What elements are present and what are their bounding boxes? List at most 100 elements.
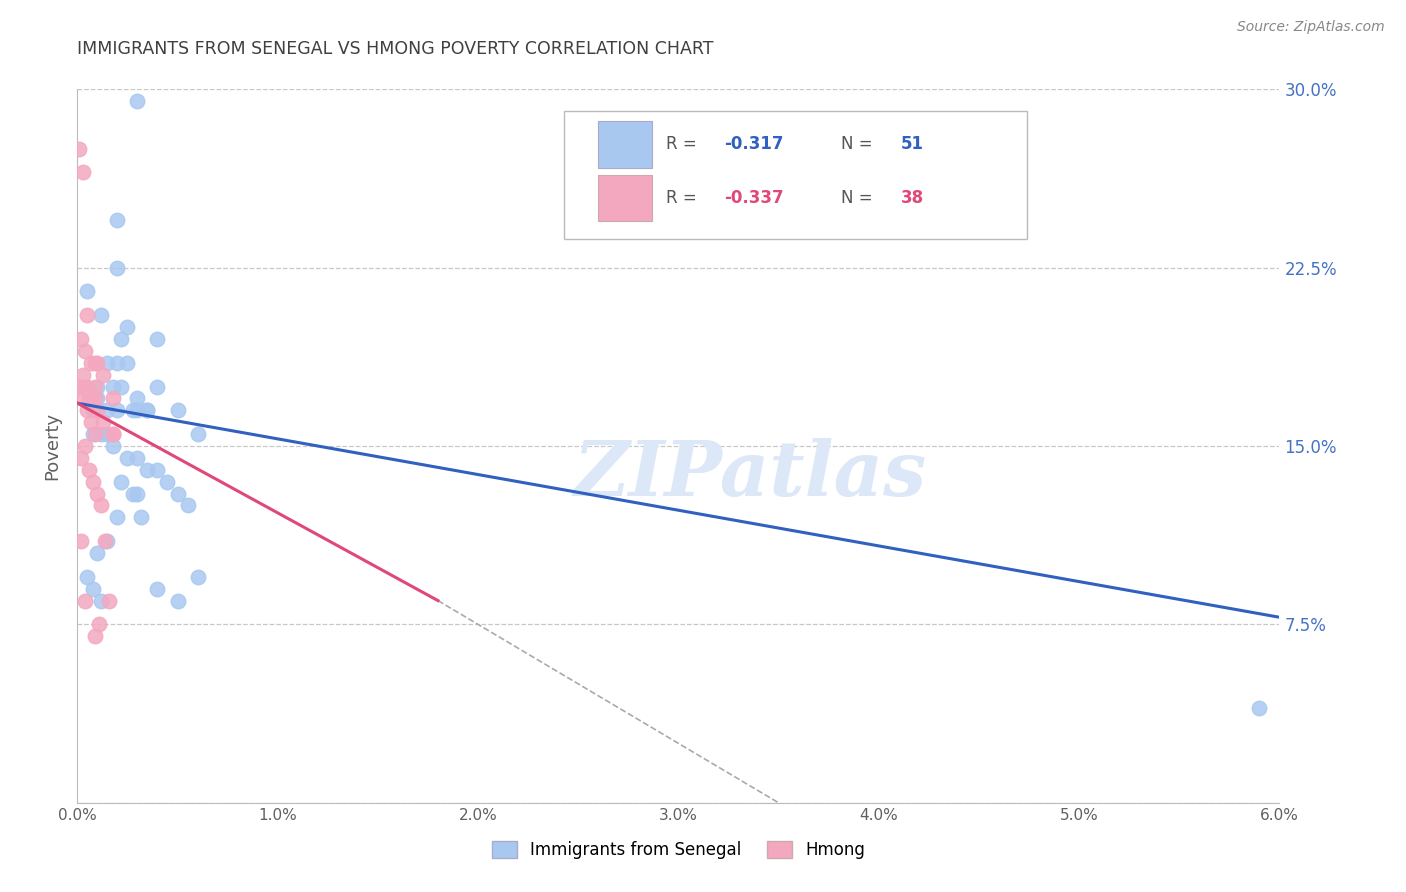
Text: IMMIGRANTS FROM SENEGAL VS HMONG POVERTY CORRELATION CHART: IMMIGRANTS FROM SENEGAL VS HMONG POVERTY… xyxy=(77,40,714,58)
Point xyxy=(76,308,98,322)
Point xyxy=(136,403,159,417)
Point xyxy=(75,439,97,453)
Text: ZIPatlas: ZIPatlas xyxy=(574,438,927,511)
Point xyxy=(90,308,112,322)
Point xyxy=(103,379,125,393)
Point xyxy=(75,379,97,393)
Point xyxy=(76,285,98,299)
Point xyxy=(96,356,118,370)
Point xyxy=(187,570,209,584)
Text: -0.317: -0.317 xyxy=(724,135,783,153)
Point xyxy=(136,403,159,417)
Point xyxy=(70,450,93,465)
Point xyxy=(84,629,107,643)
Point xyxy=(136,463,159,477)
Point xyxy=(117,450,139,465)
Point xyxy=(131,510,153,524)
Point xyxy=(72,368,94,382)
Point xyxy=(67,142,90,156)
Point xyxy=(98,593,121,607)
Point xyxy=(166,403,188,417)
Point xyxy=(127,392,149,406)
Point xyxy=(166,593,188,607)
Point xyxy=(70,332,93,346)
Point xyxy=(187,427,209,442)
Point xyxy=(90,593,112,607)
Point xyxy=(84,356,107,370)
Point xyxy=(86,546,108,560)
Point xyxy=(67,379,90,393)
Point xyxy=(156,475,179,489)
Point xyxy=(146,332,169,346)
Bar xyxy=(598,175,652,221)
Point xyxy=(90,499,112,513)
Point xyxy=(107,510,129,524)
Point xyxy=(79,463,101,477)
Point xyxy=(103,427,125,442)
Point xyxy=(122,486,145,500)
Point xyxy=(84,427,107,442)
Point xyxy=(117,356,139,370)
Point xyxy=(96,427,118,442)
Text: -0.337: -0.337 xyxy=(724,189,783,207)
Point xyxy=(86,392,108,406)
Text: R =: R = xyxy=(666,189,703,207)
Point xyxy=(76,403,98,417)
Point xyxy=(79,392,101,406)
Point xyxy=(72,165,94,179)
Point xyxy=(127,486,149,500)
Point xyxy=(166,486,188,500)
Point xyxy=(122,403,145,417)
Point xyxy=(107,260,129,275)
Point xyxy=(103,439,125,453)
Bar xyxy=(598,121,652,168)
Point xyxy=(146,582,169,596)
Legend: Immigrants from Senegal, Hmong: Immigrants from Senegal, Hmong xyxy=(485,834,872,866)
Point xyxy=(76,379,98,393)
Point xyxy=(86,356,108,370)
Point xyxy=(1249,700,1271,714)
Point xyxy=(90,427,112,442)
Point xyxy=(103,427,125,442)
Point xyxy=(76,570,98,584)
Point xyxy=(107,356,129,370)
Point xyxy=(80,415,103,429)
Point xyxy=(110,332,132,346)
Text: 51: 51 xyxy=(901,135,924,153)
Point xyxy=(117,320,139,334)
Point xyxy=(86,403,108,417)
Point xyxy=(89,617,111,632)
Point xyxy=(86,486,108,500)
Point xyxy=(96,403,118,417)
Point xyxy=(94,534,117,549)
Point xyxy=(72,392,94,406)
Point xyxy=(146,379,169,393)
Point xyxy=(75,593,97,607)
Text: N =: N = xyxy=(841,135,877,153)
Text: Source: ZipAtlas.com: Source: ZipAtlas.com xyxy=(1237,20,1385,34)
Y-axis label: Poverty: Poverty xyxy=(44,412,62,480)
Point xyxy=(96,534,118,549)
Point xyxy=(80,392,103,406)
FancyBboxPatch shape xyxy=(564,111,1026,239)
Point xyxy=(176,499,198,513)
Text: N =: N = xyxy=(841,189,877,207)
Point xyxy=(127,403,149,417)
Point xyxy=(110,379,132,393)
Point xyxy=(75,343,97,358)
Point xyxy=(82,582,104,596)
Point xyxy=(127,450,149,465)
Point xyxy=(82,475,104,489)
Point xyxy=(107,403,129,417)
Point xyxy=(70,534,93,549)
Point xyxy=(103,392,125,406)
Point xyxy=(146,463,169,477)
Point xyxy=(84,392,107,406)
Point xyxy=(127,94,149,108)
Text: 38: 38 xyxy=(901,189,924,207)
Point xyxy=(86,379,108,393)
Point xyxy=(107,213,129,227)
Point xyxy=(82,427,104,442)
Point xyxy=(110,475,132,489)
Text: R =: R = xyxy=(666,135,703,153)
